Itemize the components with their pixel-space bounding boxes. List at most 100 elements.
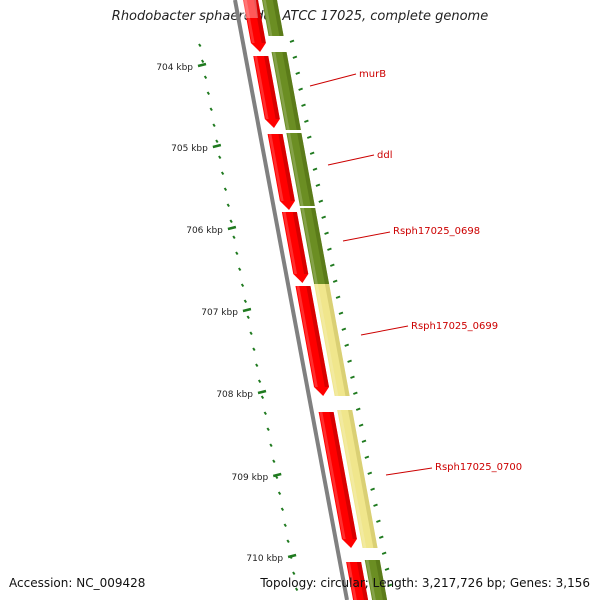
- minor-tick-right: [327, 247, 332, 251]
- label-leader-rsph0700: [385, 467, 433, 476]
- minor-tick-right: [373, 503, 378, 507]
- minor-tick-right: [309, 151, 315, 155]
- minor-tick-right: [324, 231, 329, 235]
- minor-tick-left: [240, 283, 245, 288]
- minor-tick-right: [306, 135, 312, 139]
- minor-tick-right: [318, 199, 324, 203]
- genome-summary: Topology: circular; Length: 3,217,726 bp…: [260, 576, 590, 590]
- minor-tick-left: [294, 587, 299, 592]
- gene-label-rsph0699[interactable]: Rsph17025_0699: [411, 321, 498, 332]
- minor-tick-left: [286, 539, 290, 544]
- category-olive-murB[interactable]: [271, 52, 301, 130]
- map-title: Rhodobacter sphaeroides ATCC 17025, comp…: [111, 9, 489, 24]
- minor-tick-left: [206, 91, 210, 96]
- label-leader-ddl: [327, 154, 375, 166]
- minor-tick-left: [218, 155, 222, 160]
- minor-tick-left: [263, 411, 267, 416]
- gene-track: [233, 0, 391, 600]
- minor-tick-right: [329, 263, 335, 267]
- cds-red-1[interactable]: [241, 0, 266, 52]
- major-tick: [212, 143, 222, 149]
- cds-red-2[interactable]: [253, 56, 280, 128]
- cds-red-6[interactable]: [318, 412, 357, 548]
- category-yellow-0700[interactable]: [337, 410, 378, 548]
- minor-tick-left: [203, 75, 208, 80]
- minor-tick-left: [223, 187, 228, 192]
- minor-tick-left: [215, 139, 219, 144]
- minor-tick-right: [304, 119, 309, 123]
- accession-text: Accession: NC_009428: [9, 576, 146, 590]
- minor-tick-right: [315, 183, 321, 187]
- gene-label-rsph0698[interactable]: Rsph17025_0698: [393, 226, 480, 237]
- minor-tick-left: [255, 363, 259, 368]
- cds-red-4[interactable]: [281, 212, 309, 283]
- major-tick: [242, 307, 252, 313]
- minor-tick-right: [312, 167, 318, 171]
- minor-tick-right: [332, 279, 338, 283]
- kbp-tick-label: 706 kbp: [186, 226, 223, 236]
- minor-tick-right: [338, 311, 344, 315]
- major-tick: [272, 472, 282, 478]
- minor-tick-right: [292, 55, 298, 59]
- minor-tick-left: [235, 251, 239, 256]
- label-leader-rsph0699: [360, 325, 409, 336]
- minor-tick-left: [220, 171, 225, 176]
- major-tick: [287, 553, 297, 559]
- kbp-tick-label: 705 kbp: [171, 144, 208, 154]
- minor-tick-right: [376, 519, 381, 523]
- minor-tick-right: [358, 423, 364, 427]
- kbp-tick-label: 708 kbp: [216, 390, 253, 400]
- minor-tick-left: [292, 571, 296, 576]
- category-olive-0698[interactable]: [300, 208, 330, 284]
- minor-tick-right: [295, 71, 301, 75]
- genome-backbone: [233, 0, 349, 600]
- minor-tick-right: [367, 471, 373, 475]
- cds-red-3[interactable]: [267, 134, 295, 210]
- minor-tick-left: [238, 267, 242, 272]
- label-leader-murB: [309, 73, 357, 87]
- minor-tick-left: [277, 491, 282, 496]
- category-yellow-0699[interactable]: [314, 284, 350, 396]
- minor-tick-left: [243, 299, 248, 304]
- minor-tick-left: [272, 459, 276, 464]
- gene-labels: murB ddl Rsph17025_0698 Rsph17025_0699 R…: [309, 69, 522, 476]
- minor-tick-right: [335, 295, 341, 299]
- minor-tick-left: [252, 347, 256, 352]
- minor-tick-right: [381, 551, 387, 555]
- minor-tick-left: [269, 443, 273, 448]
- minor-tick-right: [355, 407, 361, 411]
- minor-tick-left: [260, 395, 265, 400]
- kbp-tick-label: 704 kbp: [156, 63, 193, 73]
- category-olive-last[interactable]: [364, 560, 391, 600]
- minor-tick-right: [364, 455, 370, 459]
- major-tick: [257, 389, 267, 395]
- category-olive-ddl[interactable]: [286, 133, 315, 206]
- kbp-tick-label: 710 kbp: [246, 554, 283, 564]
- minor-tick-left: [201, 59, 205, 64]
- label-leader-rsph0698: [342, 231, 391, 242]
- category-olive-1[interactable]: [260, 0, 284, 36]
- tick-ring: 704 kbp 705 kbp 706 kbp 707 kbp 708 kbp 709 k…: [156, 39, 393, 592]
- minor-tick-right: [353, 391, 358, 395]
- gene-label-rsph0700[interactable]: Rsph17025_0700: [435, 462, 522, 473]
- minor-tick-left: [246, 315, 250, 320]
- minor-tick-right: [387, 583, 393, 587]
- minor-tick-right: [321, 215, 327, 219]
- minor-tick-left: [266, 427, 270, 432]
- minor-tick-left: [283, 523, 287, 528]
- gene-label-ddl[interactable]: ddl: [377, 150, 392, 161]
- minor-tick-right: [341, 327, 347, 331]
- cds-red-5[interactable]: [295, 286, 330, 396]
- minor-tick-left: [198, 43, 202, 48]
- minor-tick-right: [361, 439, 367, 443]
- gene-label-murB[interactable]: murB: [359, 69, 386, 80]
- minor-tick-right: [301, 103, 306, 107]
- cds-red-7[interactable]: [346, 562, 372, 600]
- major-tick: [227, 225, 237, 231]
- minor-tick-right: [370, 487, 375, 491]
- minor-tick-left: [209, 107, 213, 112]
- minor-tick-left: [212, 123, 216, 128]
- kbp-tick-label: 707 kbp: [201, 308, 238, 318]
- kbp-tick-label: 709 kbp: [232, 473, 269, 483]
